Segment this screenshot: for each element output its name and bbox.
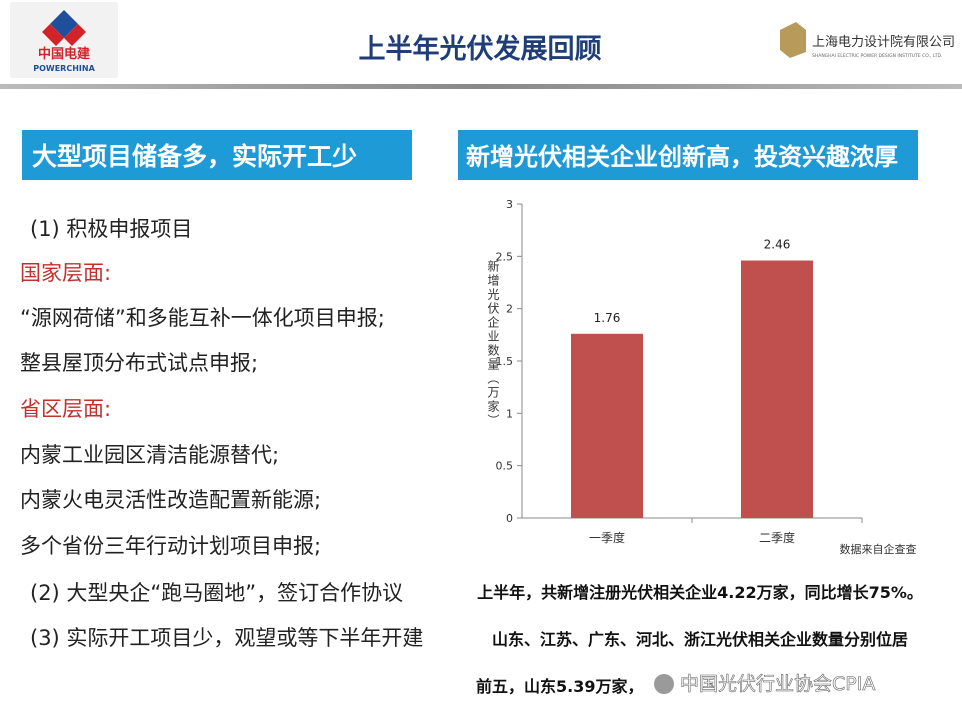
y-tick-label: 1.5 [496,355,514,368]
y-tick-label: 2.5 [496,250,514,263]
list-item: 国家层面: [20,261,111,285]
right-logo-mark [780,22,806,58]
bar [741,260,813,518]
chart-note: 数据来自企查查 [840,542,917,556]
x-tick-label: 一季度 [589,530,625,545]
list-item: 内蒙火电灵活性改造配置新能源; [20,488,321,512]
list-item: (1) 积极申报项目 [30,217,192,241]
list-item: (3) 实际开工项目少，观望或等下半年开建 [30,626,423,650]
right-logo-name: 上海电力设计院有限公司 [812,35,955,50]
summary-line: 前五，山东5.39万家， [476,677,643,696]
list-item: 内蒙工业园区清洁能源替代; [20,443,279,467]
logo-english: POWERCHINA [33,64,95,73]
slide-title: 上半年光伏发展回顾 [359,33,602,65]
right-logo-english: SHANGHAI ELECTRIC POWER DESIGN INSTITUTE… [812,53,942,59]
y-tick-label: 0.5 [496,460,514,473]
list-item: “源网荷储”和多能互补一体化项目申报; [20,306,385,330]
logo-mark [42,10,86,46]
y-tick-label: 1 [506,407,513,420]
value-label: 2.46 [764,238,791,252]
y-axis-label: 新增光伏企业数量（万家） [486,259,500,428]
bar [571,333,643,518]
header-rule [0,84,962,89]
left-heading: 大型项目储备多，实际开工少 [32,142,357,171]
left-heading-box [22,130,412,180]
logo-name: 中国电建 [38,46,90,62]
watermark-icon [654,674,674,694]
right-heading: 新增光伏相关企业创新高，投资兴趣浓厚 [466,143,898,171]
summary-line: 上半年，共新增注册光伏相关企业4.22万家，同比增长75%。 [477,583,923,602]
y-tick-label: 0 [506,512,513,525]
y-tick-label: 3 [506,198,513,211]
chart: 0 0.5 1 1.5 2 2.5 3 一季度 1.76 二季度 2.46 新增光伏企业数量（万家） 数… [486,198,917,556]
value-label: 1.76 [594,311,621,325]
y-tick-label: 2 [506,303,513,316]
watermark: 中国光伏行业协会CPIA [680,673,875,695]
right-heading-box [458,130,918,180]
list-item: 整县屋顶分布式试点申报; [20,351,258,375]
x-tick-label: 二季度 [759,530,795,545]
list-item: 多个省份三年行动计划项目申报; [20,534,321,558]
list-item: (2) 大型央企“跑马圈地”，签订合作协议 [30,581,403,605]
summary-line: 山东、江苏、广东、河北、浙江光伏相关企业数量分别位居 [492,630,908,649]
list-item: 省区层面: [20,397,111,421]
